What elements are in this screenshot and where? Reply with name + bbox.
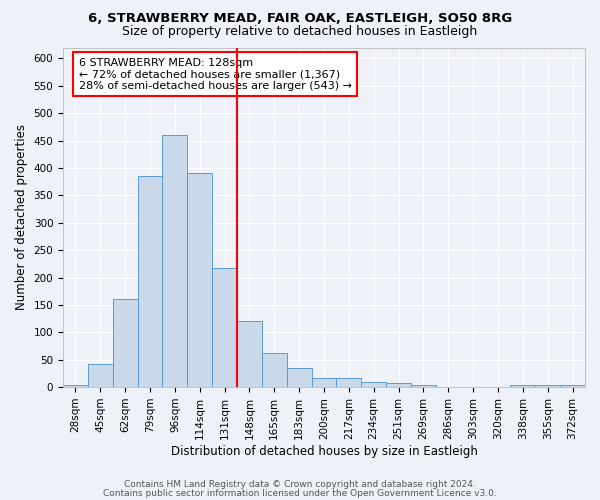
Text: Contains HM Land Registry data © Crown copyright and database right 2024.: Contains HM Land Registry data © Crown c… (124, 480, 476, 489)
Bar (361, 382, 386, 387)
Bar (386, 384, 411, 387)
Bar (88, 364, 113, 387)
Text: 6 STRAWBERRY MEAD: 128sqm
← 72% of detached houses are smaller (1,367)
28% of se: 6 STRAWBERRY MEAD: 128sqm ← 72% of detac… (79, 58, 352, 91)
Bar (511, 386, 535, 387)
Bar (560, 386, 585, 387)
Bar (262, 353, 287, 387)
Bar (436, 386, 461, 387)
Bar (287, 368, 311, 387)
Bar (485, 386, 511, 387)
Bar (237, 322, 262, 387)
Bar (163, 135, 187, 387)
Bar (113, 300, 137, 387)
Bar (212, 268, 237, 387)
Bar (411, 385, 436, 387)
Bar (535, 386, 560, 387)
Bar (137, 176, 163, 387)
Bar (63, 385, 88, 387)
Bar (461, 386, 485, 387)
Y-axis label: Number of detached properties: Number of detached properties (15, 124, 28, 310)
Bar (311, 378, 337, 387)
Text: Size of property relative to detached houses in Eastleigh: Size of property relative to detached ho… (122, 25, 478, 38)
Bar (337, 378, 361, 387)
Text: 6, STRAWBERRY MEAD, FAIR OAK, EASTLEIGH, SO50 8RG: 6, STRAWBERRY MEAD, FAIR OAK, EASTLEIGH,… (88, 12, 512, 26)
Text: Contains public sector information licensed under the Open Government Licence v3: Contains public sector information licen… (103, 489, 497, 498)
X-axis label: Distribution of detached houses by size in Eastleigh: Distribution of detached houses by size … (170, 444, 478, 458)
Bar (187, 174, 212, 387)
